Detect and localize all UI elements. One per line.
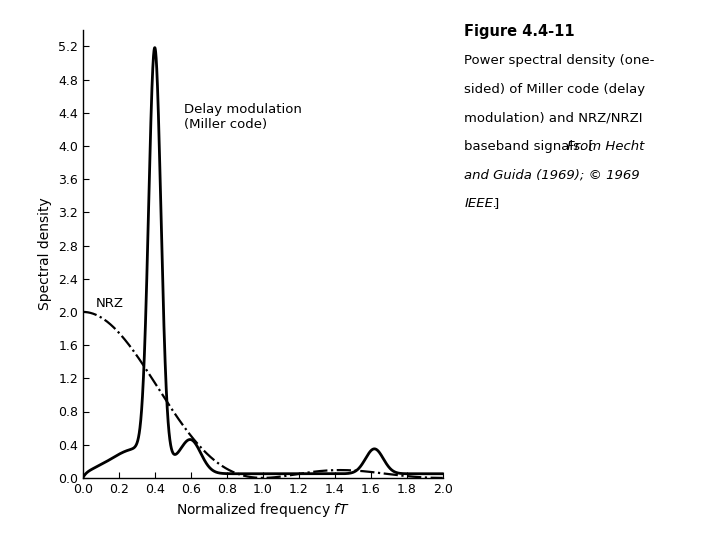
Text: From Hecht: From Hecht [567, 140, 644, 153]
Text: baseband signals. [: baseband signals. [ [464, 140, 594, 153]
Text: sided) of Miller code (delay: sided) of Miller code (delay [464, 83, 646, 96]
Text: IEEE.: IEEE. [464, 198, 498, 211]
Text: Figure 4.4-11: Figure 4.4-11 [464, 24, 575, 39]
Y-axis label: Spectral density: Spectral density [38, 198, 53, 310]
X-axis label: Normalized frequency $fT$: Normalized frequency $fT$ [176, 501, 350, 519]
Text: NRZ: NRZ [95, 297, 123, 310]
Text: ]: ] [493, 198, 498, 211]
Text: Delay modulation
(Miller code): Delay modulation (Miller code) [184, 103, 302, 131]
Text: and Guida (1969); © 1969: and Guida (1969); © 1969 [464, 169, 640, 182]
Text: Power spectral density (one-: Power spectral density (one- [464, 55, 654, 68]
Text: modulation) and NRZ/NRZI: modulation) and NRZ/NRZI [464, 112, 643, 125]
